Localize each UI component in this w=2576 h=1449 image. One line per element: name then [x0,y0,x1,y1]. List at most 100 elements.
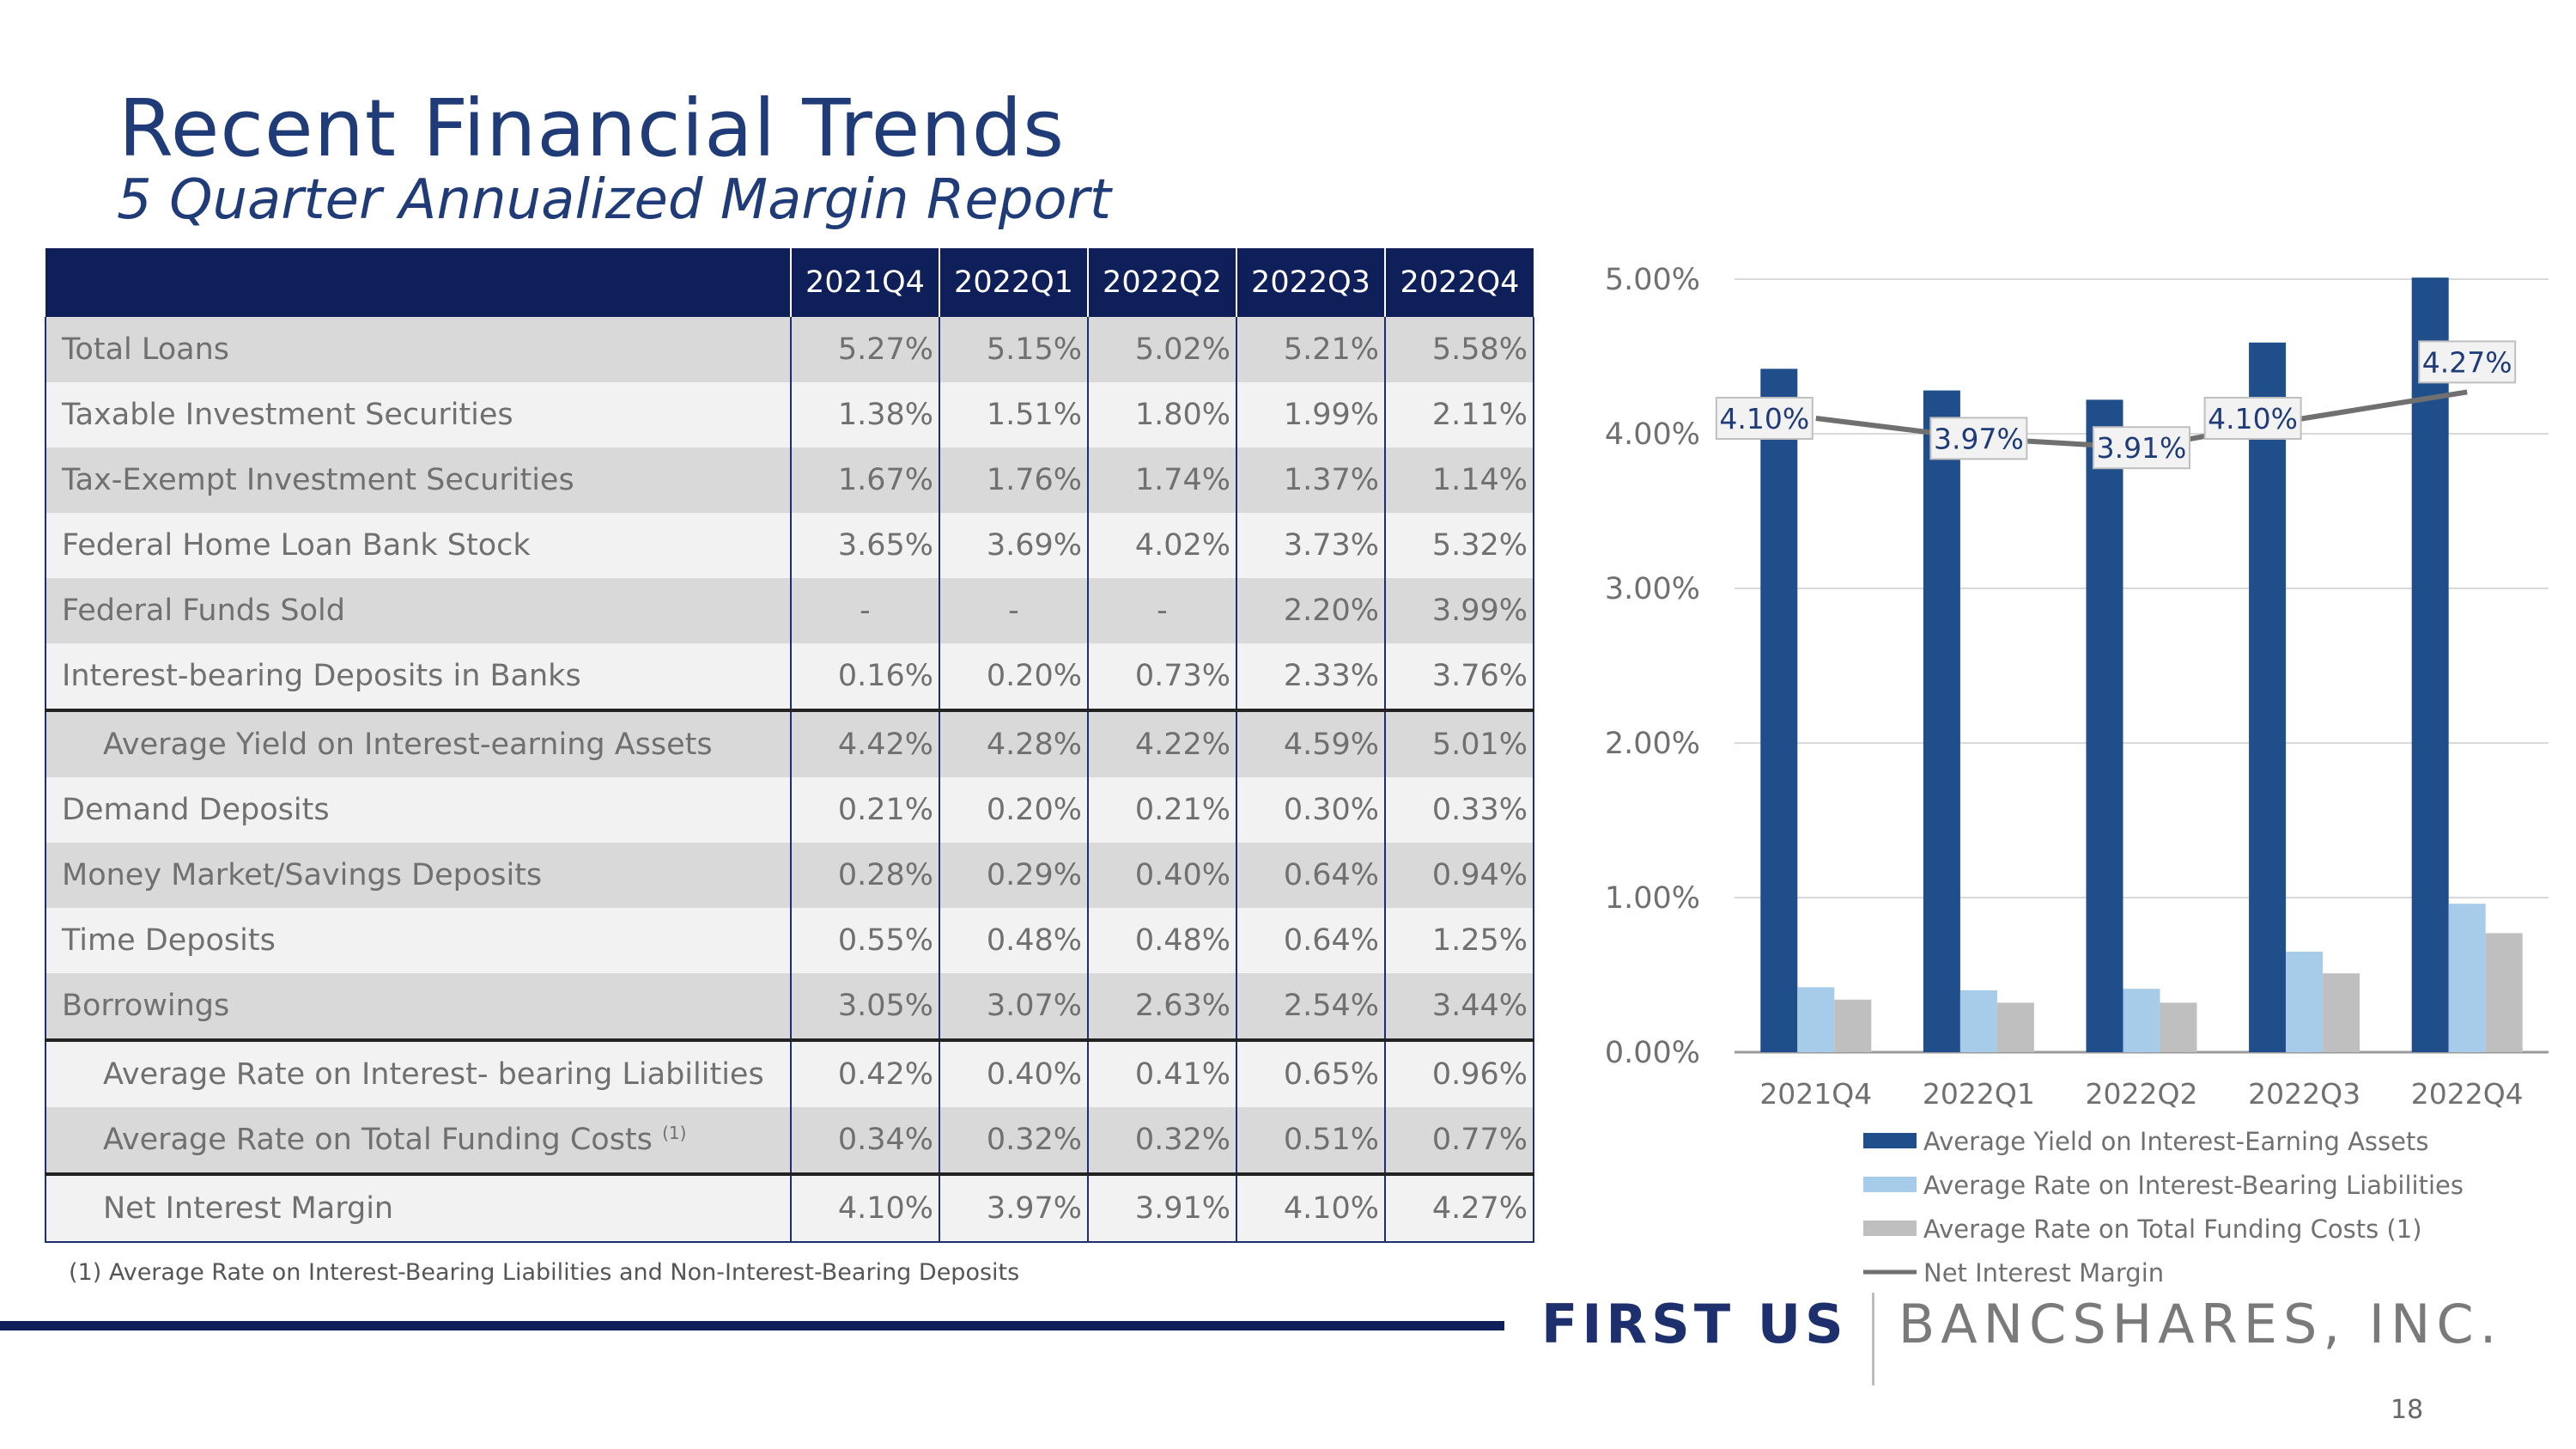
row-value: 3.99% [1384,578,1534,643]
table-row: Borrowings 3.05% 3.07% 2.63% 2.54% 3.44% [45,973,1534,1040]
row-value: - [1087,578,1236,643]
row-value: 0.48% [939,908,1088,973]
table-row: Time Deposits 0.55% 0.48% 0.48% 0.64% 1.… [45,908,1534,973]
row-label: Federal Home Loan Bank Stock [45,513,791,578]
row-label: Tax-Exempt Investment Securities [45,447,791,513]
table-row: Federal Funds Sold - - - 2.20% 3.99% [45,578,1534,643]
table-row: Total Loans 5.27% 5.15% 5.02% 5.21% 5.58… [45,317,1534,382]
table-row-subtotal: Average Yield on Interest-earning Assets… [45,709,1534,777]
row-value: 2.20% [1236,578,1385,643]
row-value: 3.76% [1384,643,1534,710]
row-label: Money Market/Savings Deposits [45,843,791,908]
row-value: 0.32% [939,1107,1088,1174]
logo-part-1: FIRST US [1541,1293,1848,1355]
row-value: 2.54% [1236,973,1385,1040]
row-value: 0.28% [790,843,939,908]
row-value: 1.67% [790,447,939,513]
column-header: 2022Q3 [1236,248,1385,317]
data-label: 3.97% [1934,422,2024,455]
row-value: 0.96% [1384,1038,1534,1107]
page-number: 18 [2391,1395,2424,1425]
row-value: 0.51% [1236,1107,1385,1174]
row-value: 5.15% [939,317,1088,382]
row-value: 3.05% [790,973,939,1040]
bar-rate-liabilities [2123,989,2160,1052]
bar-rate-liabilities [1797,987,1835,1052]
x-tick-label: 2021Q4 [1759,1077,1872,1111]
row-value: 0.42% [790,1038,939,1107]
row-value: 4.27% [1384,1172,1534,1243]
y-tick-label: 3.00% [1605,572,1700,606]
bar-rate-liabilities [1959,990,1997,1052]
row-value: - [790,578,939,643]
row-value: 0.40% [939,1038,1088,1107]
row-value: 0.30% [1236,777,1385,843]
bar-rate-funding [1996,1002,2034,1052]
table-row-subtotal: Average Rate on Interest- bearing Liabil… [45,1038,1534,1107]
row-value: 0.41% [1087,1038,1236,1107]
data-label-box [2203,397,2302,440]
column-header: 2022Q4 [1384,248,1534,317]
legend-label: Net Interest Margin [1923,1258,2164,1288]
margin-chart: 0.00% 1.00% 2.00% 3.00% 4.00% 5.00% 2021Q4 2022… [1605,263,2549,1288]
legend-label: Average Rate on Total Funding Costs (1) [1923,1215,2422,1244]
row-value: 0.94% [1384,843,1534,908]
y-tick-label: 1.00% [1605,881,1700,916]
row-value: 5.27% [790,317,939,382]
row-value: 2.33% [1236,643,1385,710]
column-header: 2021Q4 [790,248,939,317]
row-value: 1.14% [1384,447,1534,513]
row-value: 5.02% [1087,317,1236,382]
row-value: 2.63% [1087,973,1236,1040]
row-value: 1.25% [1384,908,1534,973]
table-header-row: 2021Q4 2022Q1 2022Q2 2022Q3 2022Q4 [46,248,1534,317]
bar-yield-assets [1760,368,1798,1052]
bar-rate-liabilities [2286,952,2324,1052]
company-logo: FIRST US BANCSHARES, INC. [1541,1293,2502,1385]
data-label: 4.27% [2422,345,2512,379]
row-value: 3.69% [939,513,1088,578]
legend-swatch [1863,1133,1917,1148]
y-tick-label: 0.00% [1605,1036,1700,1070]
row-label: Net Interest Margin [45,1172,791,1243]
row-label: Federal Funds Sold [45,578,791,643]
header-blank [46,248,791,317]
data-label: 3.91% [2097,431,2187,465]
table-row-total: Net Interest Margin 4.10% 3.97% 3.91% 4.… [45,1172,1534,1243]
row-value: 0.20% [939,643,1088,710]
row-label: Average Rate on Total Funding Costs (1) [45,1107,791,1174]
table-row: Tax-Exempt Investment Securities 1.67% 1… [45,447,1534,513]
row-label: Time Deposits [45,908,791,973]
bar-yield-assets [1923,390,1960,1053]
row-value: 4.10% [1236,1172,1385,1243]
row-value: 0.55% [790,908,939,973]
row-value: 1.76% [939,447,1088,513]
page-title: Recent Financial Trends [118,82,1066,174]
row-value: 0.73% [1087,643,1236,710]
row-value: 4.28% [939,709,1088,777]
row-value: 4.42% [790,709,939,777]
table-row: Interest-bearing Deposits in Banks 0.16%… [45,643,1534,710]
row-value: 5.21% [1236,317,1385,382]
row-value: 0.16% [790,643,939,710]
footer-rule [0,1321,1504,1330]
bar-yield-assets [2411,277,2449,1052]
row-label: Borrowings [45,973,791,1040]
row-value: 0.20% [939,777,1088,843]
x-tick-label: 2022Q3 [2248,1077,2360,1111]
column-header: 2022Q2 [1087,248,1236,317]
legend-label: Average Rate on Interest-Bearing Liabili… [1923,1171,2464,1200]
row-value: 0.33% [1384,777,1534,843]
row-label: Demand Deposits [45,777,791,843]
bar-rate-funding [1834,999,1872,1052]
row-value: 3.44% [1384,973,1534,1040]
row-value: 0.29% [939,843,1088,908]
footnote-mark: (1) [662,1123,687,1143]
legend-swatch [1863,1177,1917,1192]
bar-rate-funding [2323,973,2360,1052]
y-tick-label: 5.00% [1605,263,1700,297]
data-label: 4.10% [2208,402,2298,435]
row-label: Interest-bearing Deposits in Banks [45,643,791,710]
data-label-box [1715,397,1814,440]
table-row: Federal Home Loan Bank Stock 3.65% 3.69%… [45,513,1534,578]
